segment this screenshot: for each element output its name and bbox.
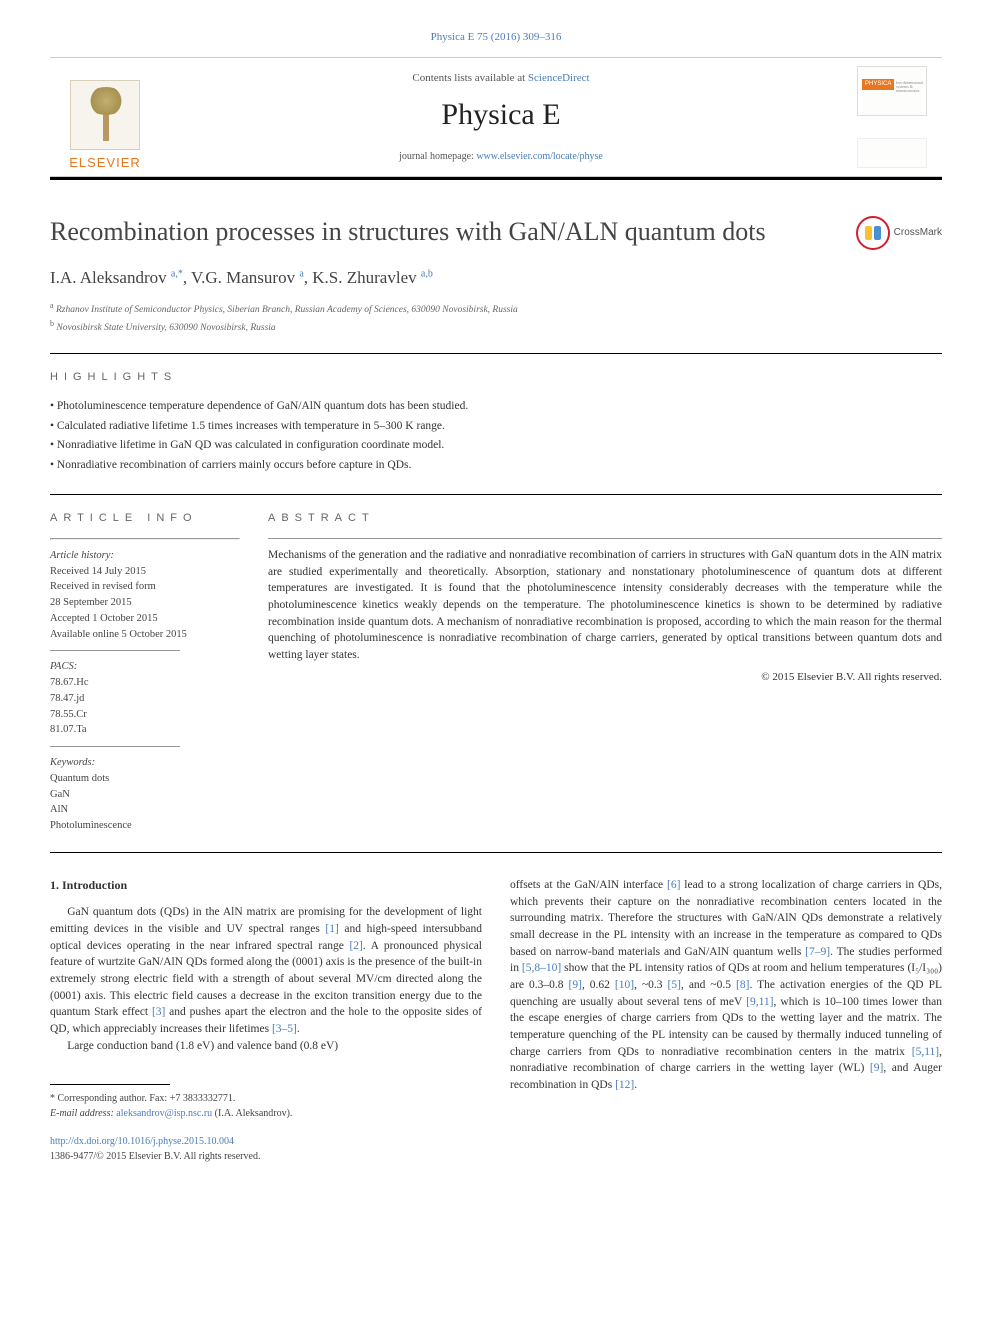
abstract-column: ABSTRACT Mechanisms of the generation an… (268, 511, 942, 834)
article-info-heading: ARTICLE INFO (50, 511, 240, 526)
history-line: Accepted 1 October 2015 (50, 613, 158, 624)
pacs-label: PACS: (50, 661, 77, 672)
journal-cover-secondary (857, 138, 927, 168)
crossmark-icon (856, 216, 890, 250)
journal-homepage-link[interactable]: www.elsevier.com/locate/physe (476, 151, 603, 162)
contents-prefix: Contents lists available at (412, 72, 527, 84)
homepage-prefix: journal homepage: (399, 151, 476, 162)
history-line: 28 September 2015 (50, 597, 132, 608)
history-line: Received 14 July 2015 (50, 566, 146, 577)
history-line: Received in revised form (50, 581, 156, 592)
journal-masthead: ELSEVIER Contents lists available at Sci… (50, 57, 942, 177)
citation-link[interactable]: [9] (870, 1062, 883, 1074)
section-rule-2 (50, 494, 942, 495)
body-columns: 1. Introduction GaN quantum dots (QDs) i… (50, 877, 942, 1164)
keyword: GaN (50, 789, 70, 800)
body-paragraph: offsets at the GaN/AlN interface [6] lea… (510, 877, 942, 1094)
citation-link[interactable]: [12] (615, 1079, 634, 1091)
section-heading: 1. Introduction (50, 877, 482, 894)
pacs-code: 78.67.Hc (50, 677, 89, 688)
history-label: Article history: (50, 550, 114, 561)
citation-header: Physica E 75 (2016) 309–316 (50, 30, 942, 45)
citation-link[interactable]: [1] (325, 923, 338, 935)
authors-line: I.A. Aleksandrov a,*, V.G. Mansurov a, K… (50, 266, 942, 290)
article-page: Physica E 75 (2016) 309–316 ELSEVIER Con… (0, 0, 992, 1204)
title-block: Recombination processes in structures wi… (50, 216, 942, 250)
contents-line: Contents lists available at ScienceDirec… (160, 71, 842, 86)
journal-cover-thumbnail: PHYSICA low-dimensional systems & nanost… (857, 66, 927, 116)
highlight-item: Photoluminescence temperature dependence… (50, 397, 942, 417)
masthead-center: Contents lists available at ScienceDirec… (160, 58, 842, 176)
keyword: Quantum dots (50, 773, 109, 784)
history-line: Available online 5 October 2015 (50, 629, 187, 640)
abstract-heading: ABSTRACT (268, 511, 942, 526)
publisher-logo-block: ELSEVIER (50, 58, 160, 176)
citation-link[interactable]: [10] (615, 979, 634, 991)
journal-name: Physica E (160, 94, 842, 136)
journal-homepage-line: journal homepage: www.elsevier.com/locat… (160, 150, 842, 164)
highlight-item: Calculated radiative lifetime 1.5 times … (50, 417, 942, 437)
citation-link[interactable]: [5] (668, 979, 681, 991)
email-link[interactable]: aleksandrov@isp.nsc.ru (116, 1108, 212, 1119)
crossmark-label: CrossMark (894, 226, 942, 240)
highlights-heading: HIGHLIGHTS (50, 370, 942, 385)
body-paragraph: GaN quantum dots (QDs) in the AlN matrix… (50, 904, 482, 1037)
article-info-column: ARTICLE INFO Article history: Received 1… (50, 511, 240, 834)
publisher-name: ELSEVIER (69, 154, 141, 172)
email-label: E-mail address: (50, 1108, 116, 1119)
cover-subtitle: low-dimensional systems & nanostructures (896, 81, 926, 93)
keyword: Photoluminescence (50, 820, 132, 831)
sciencedirect-link[interactable]: ScienceDirect (528, 72, 590, 84)
citation-link[interactable]: [3–5] (272, 1023, 297, 1035)
abstract-text: Mechanisms of the generation and the rad… (268, 547, 942, 664)
doi-link[interactable]: http://dx.doi.org/10.1016/j.physe.2015.1… (50, 1136, 234, 1147)
citation-link[interactable]: [9] (569, 979, 582, 991)
keyword: AlN (50, 804, 68, 815)
article-title: Recombination processes in structures wi… (50, 216, 836, 247)
body-column-left: 1. Introduction GaN quantum dots (QDs) i… (50, 877, 482, 1164)
elsevier-tree-icon (70, 80, 140, 150)
highlight-item: Nonradiative lifetime in GaN QD was calc… (50, 436, 942, 456)
pacs-code: 78.55.Cr (50, 709, 87, 720)
keywords-label: Keywords: (50, 757, 95, 768)
affiliations: a Rzhanov Institute of Semiconductor Phy… (50, 300, 942, 335)
citation-link[interactable]: [5,8–10] (522, 962, 561, 974)
email-paren: (I.A. Aleksandrov). (212, 1108, 292, 1119)
citation-link[interactable]: [2] (349, 940, 362, 952)
citation-link[interactable]: [5,11] (912, 1046, 939, 1058)
corresponding-author-note: * Corresponding author. Fax: +7 38333327… (50, 1091, 482, 1106)
issn-line: 1386-9477/© 2015 Elsevier B.V. All right… (50, 1151, 260, 1162)
body-column-right: offsets at the GaN/AlN interface [6] lea… (510, 877, 942, 1164)
article-info-block: Article history: Received 14 July 2015 R… (50, 548, 240, 834)
pacs-code: 78.47.jd (50, 693, 84, 704)
citation-link[interactable]: [3] (152, 1006, 165, 1018)
footnote-rule (50, 1084, 170, 1085)
affiliation-a: a Rzhanov Institute of Semiconductor Phy… (50, 300, 942, 317)
cover-tag: PHYSICA (862, 79, 894, 89)
email-note: E-mail address: aleksandrov@isp.nsc.ru (… (50, 1106, 482, 1121)
highlights-list: Photoluminescence temperature dependence… (50, 397, 942, 475)
cover-thumb-block: PHYSICA low-dimensional systems & nanost… (842, 58, 942, 176)
citation-link[interactable]: [6] (667, 879, 680, 891)
body-paragraph: Large conduction band (1.8 eV) and valen… (50, 1038, 482, 1055)
citation-link[interactable]: [8] (736, 979, 749, 991)
info-abstract-row: ARTICLE INFO Article history: Received 1… (50, 511, 942, 834)
citation-link[interactable]: [7–9] (805, 946, 830, 958)
footnotes: * Corresponding author. Fax: +7 38333327… (50, 1091, 482, 1121)
crossmark-badge[interactable]: CrossMark (856, 216, 942, 250)
citation-link[interactable]: [9,11] (746, 996, 773, 1008)
section-rule-3 (50, 852, 942, 853)
affiliation-b: b Novosibirsk State University, 630090 N… (50, 318, 942, 335)
abstract-copyright: © 2015 Elsevier B.V. All rights reserved… (268, 670, 942, 685)
doi-block: http://dx.doi.org/10.1016/j.physe.2015.1… (50, 1135, 482, 1164)
masthead-rule (50, 177, 942, 180)
highlight-item: Nonradiative recombination of carriers m… (50, 456, 942, 476)
section-rule-1 (50, 353, 942, 354)
pacs-code: 81.07.Ta (50, 724, 87, 735)
